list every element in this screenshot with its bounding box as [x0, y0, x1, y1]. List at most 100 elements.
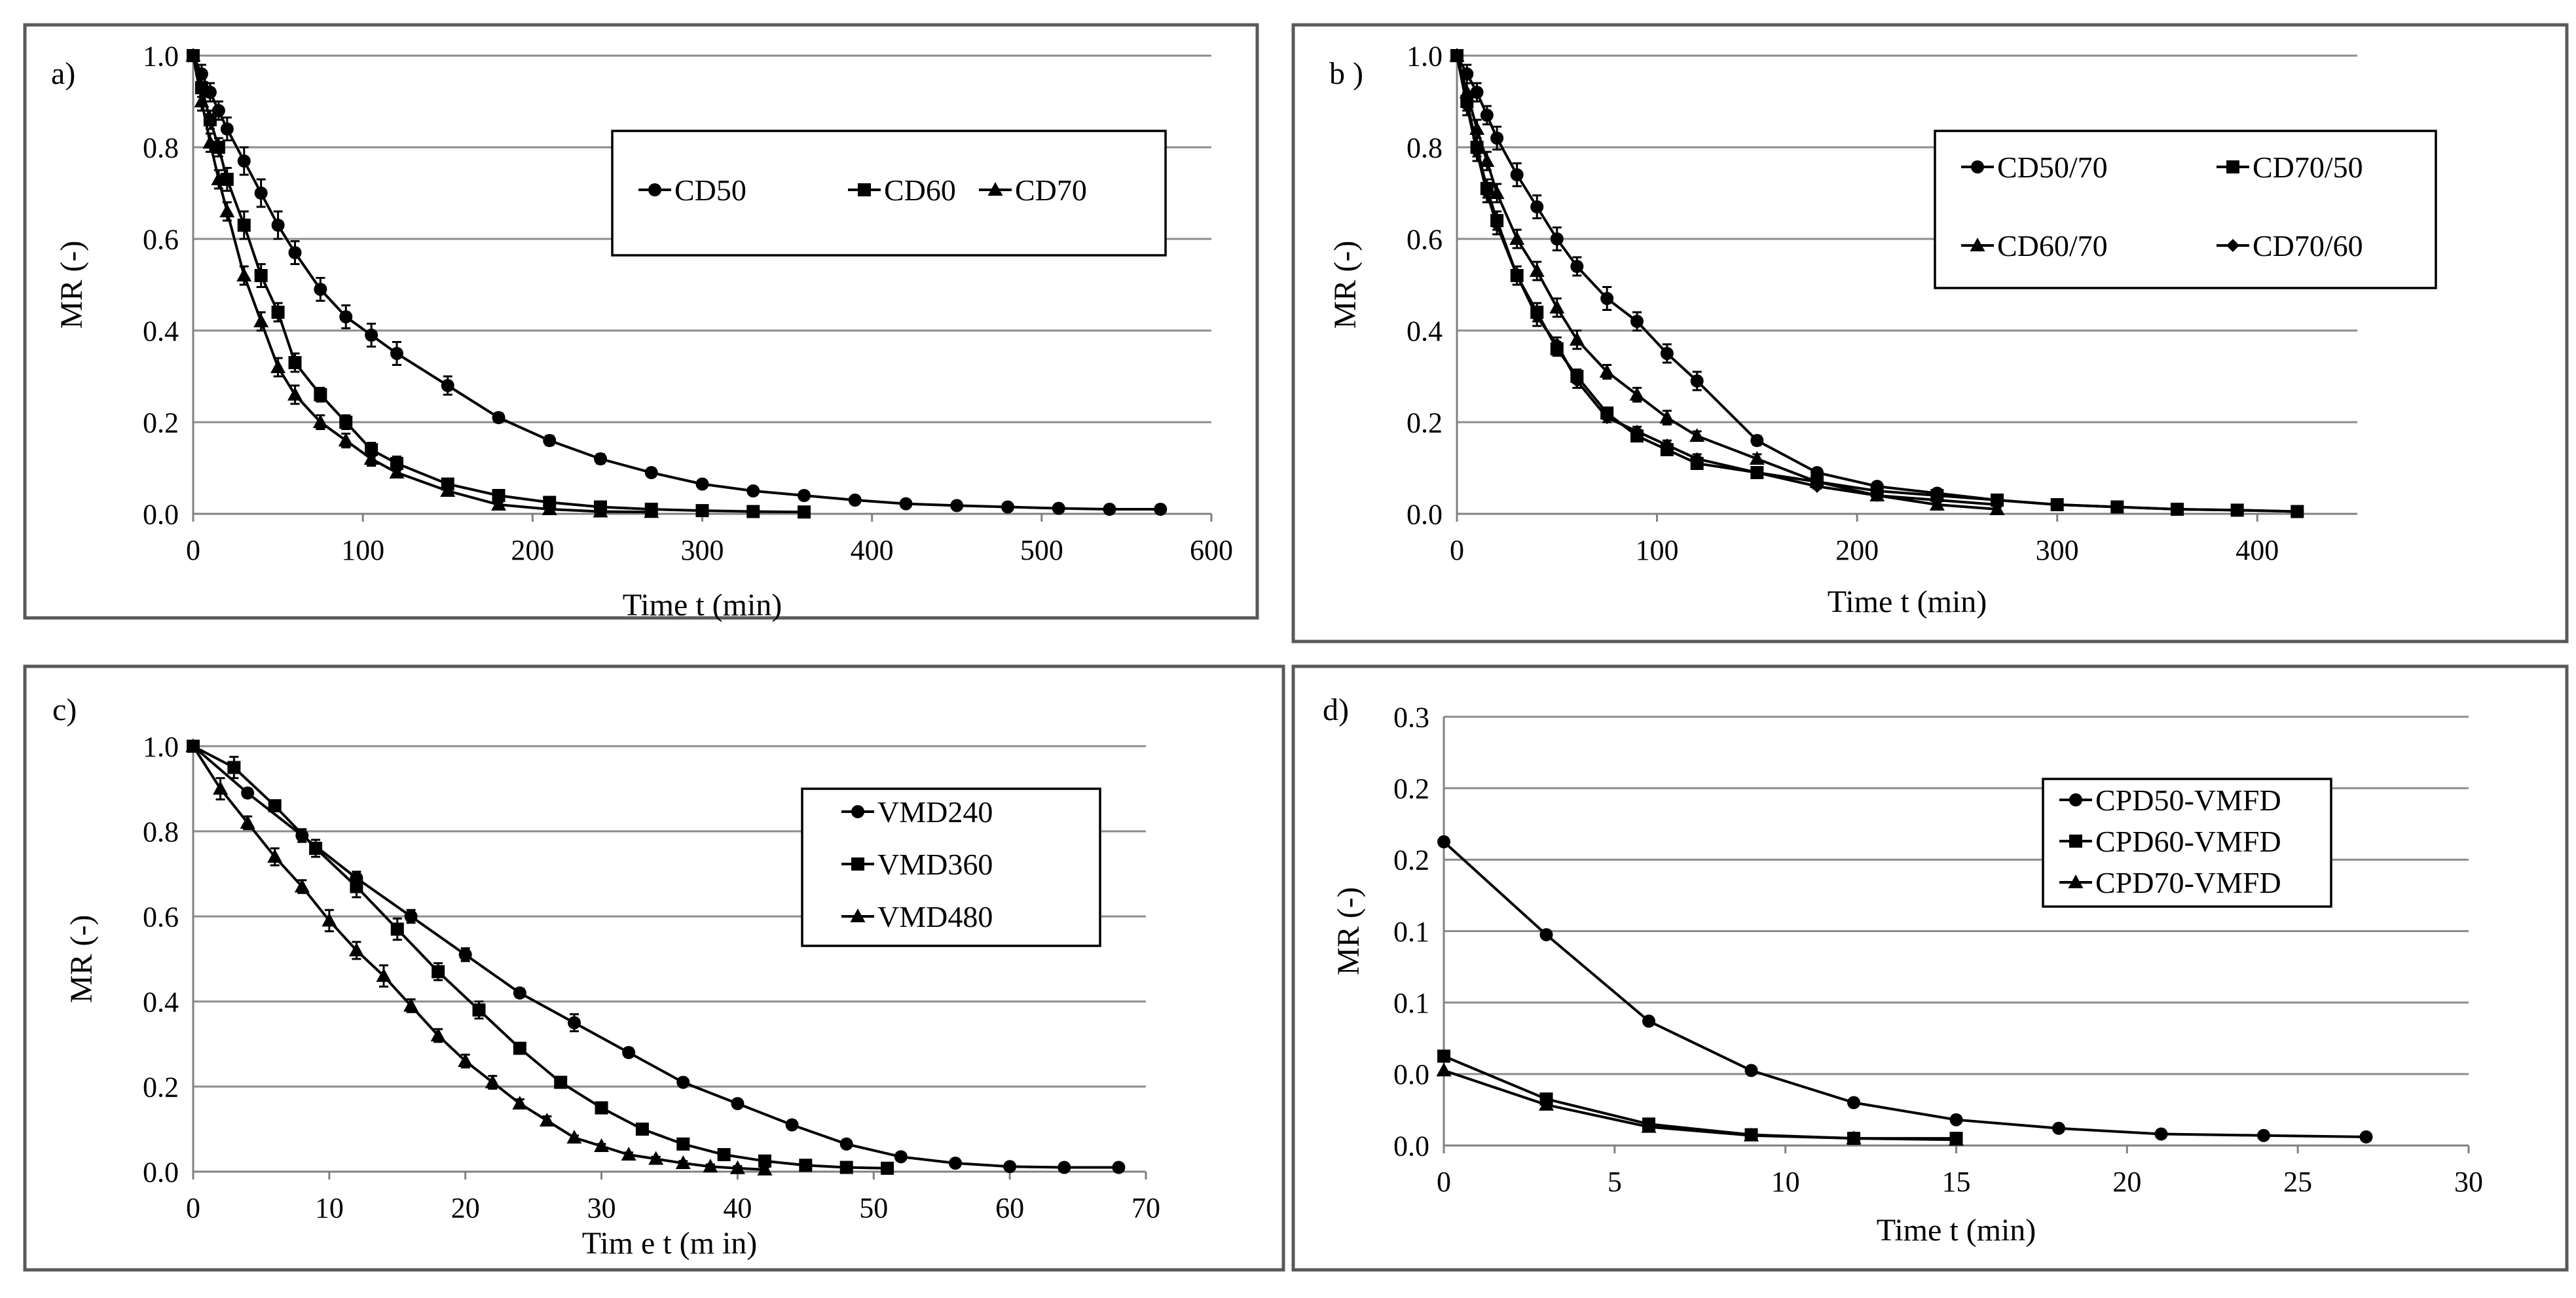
data-point	[1811, 480, 1824, 493]
y-tick-label: 0.6	[143, 901, 179, 933]
data-point	[1450, 49, 1463, 62]
panel-label: d)	[1323, 693, 1349, 727]
data-point	[512, 1096, 528, 1109]
data-point	[648, 1151, 664, 1165]
x-tick-label: 0	[186, 1192, 200, 1224]
data-point	[1570, 260, 1584, 273]
data-point	[270, 359, 286, 373]
data-point	[1660, 439, 1674, 452]
data-point	[1570, 374, 1584, 388]
data-point	[1509, 231, 1525, 245]
x-tick-label: 5	[1608, 1166, 1622, 1198]
data-point	[622, 1046, 636, 1059]
legend-marker-icon	[1971, 160, 1984, 173]
x-tick-label: 70	[1132, 1192, 1160, 1224]
x-tick-label: 0	[1450, 534, 1464, 566]
data-point	[1539, 928, 1553, 941]
chart-panel-b: 0.0 0.2 0.4 0.6 0.8 1.0 0 100 200 300 400 b ) Time t…	[1291, 23, 2569, 643]
data-point	[491, 497, 506, 511]
panel-label: c)	[52, 693, 77, 727]
data-point	[312, 414, 328, 428]
legend-label: CD50	[674, 173, 746, 207]
data-point	[1436, 1062, 1452, 1077]
x-axis-title: Tim e t (m in)	[582, 1226, 758, 1261]
data-point	[212, 141, 225, 154]
legend-marker-icon	[2226, 160, 2239, 173]
chart-panel-c: 0.0 0.2 0.4 0.6 0.8 1.0 0 10 20 30 40 50 60 70 c) Tim e…	[23, 664, 1285, 1272]
data-point	[675, 1155, 691, 1169]
data-point	[432, 965, 445, 979]
x-tick-label: 100	[1636, 534, 1679, 566]
legend: CPD50-VMFD CPD60-VMFD CPD70-VMFD	[2042, 778, 2332, 908]
data-point	[227, 761, 241, 774]
x-axis-title: Time t (min)	[1877, 1213, 2036, 1248]
data-point	[839, 1137, 853, 1151]
data-point	[1003, 1160, 1017, 1174]
data-point	[1539, 1096, 1554, 1111]
data-point	[2050, 498, 2064, 511]
series-line	[1456, 55, 1998, 506]
data-point	[322, 912, 337, 927]
data-point	[219, 204, 235, 217]
series-line	[193, 745, 888, 1170]
data-point	[1641, 1119, 1657, 1133]
data-point	[492, 489, 506, 502]
x-tick-label: 200	[1835, 534, 1879, 566]
x-tick-label: 20	[451, 1192, 480, 1224]
x-tick-label: 400	[851, 534, 894, 566]
data-point	[717, 1148, 731, 1161]
legend-marker-icon	[2068, 874, 2084, 888]
x-tick-label: 300	[681, 534, 724, 566]
y-tick-label: 0.8	[1407, 132, 1443, 164]
data-point	[513, 1041, 526, 1055]
data-point	[1750, 434, 1764, 447]
y-tick-label: 0.0	[1407, 498, 1443, 530]
x-tick-label: 10	[1771, 1166, 1800, 1198]
x-tick-label: 30	[2454, 1166, 2483, 1198]
legend-marker-icon	[851, 805, 864, 818]
data-point	[1510, 168, 1524, 181]
data-point	[1630, 315, 1644, 328]
data-point	[1489, 185, 1505, 199]
data-point	[240, 815, 255, 829]
data-point	[1459, 84, 1475, 98]
data-point	[350, 880, 363, 893]
data-point	[785, 1118, 799, 1132]
data-point	[949, 1157, 962, 1170]
x-tick-label: 400	[2236, 534, 2279, 566]
y-tick-label: 0.8	[143, 816, 179, 848]
data-point	[404, 910, 418, 923]
data-point	[899, 497, 913, 511]
x-tick-label: 600	[1190, 534, 1233, 566]
y-axis-title: MR (-)	[64, 915, 99, 1003]
y-axis-title: MR (-)	[54, 241, 89, 329]
data-point	[2230, 503, 2244, 517]
y-tick-label: 1.0	[1407, 40, 1443, 72]
data-point	[1480, 187, 1494, 200]
data-point	[731, 1097, 745, 1110]
legend-marker-icon	[987, 182, 1003, 196]
series-cd60	[187, 49, 811, 519]
data-point	[294, 878, 310, 893]
series-line	[192, 55, 652, 514]
y-axis-title: MR (-)	[1331, 887, 1366, 975]
data-point	[440, 483, 456, 497]
data-point	[441, 379, 454, 392]
series-line	[1456, 55, 1998, 511]
data-point	[539, 1113, 555, 1127]
x-tick-label: 20	[2112, 1166, 2141, 1198]
data-point	[566, 1130, 582, 1144]
data-point	[472, 1003, 486, 1017]
data-point	[1949, 1132, 1964, 1146]
legend-label: CD70/60	[2253, 229, 2363, 262]
data-point	[635, 1123, 649, 1136]
data-point	[220, 122, 234, 135]
data-point	[950, 499, 964, 513]
legend-label: VMD240	[877, 795, 993, 829]
data-point	[309, 842, 323, 855]
y-tick-label: 0.4	[1407, 315, 1443, 347]
x-tick-label: 200	[511, 534, 554, 566]
legend-label: CD70/50	[2253, 151, 2363, 184]
data-point	[1154, 503, 1168, 516]
